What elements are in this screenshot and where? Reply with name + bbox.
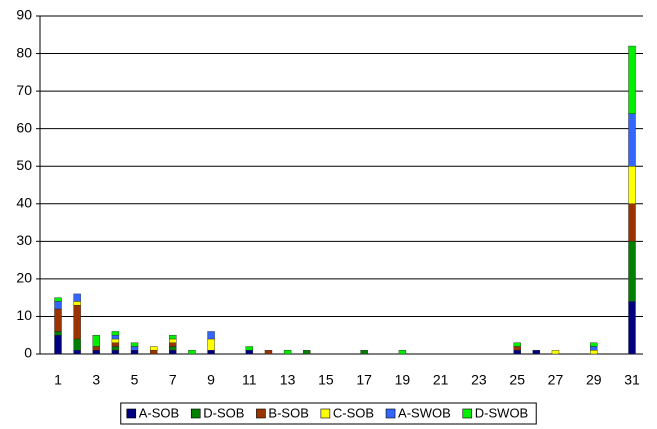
legend-swatch xyxy=(462,408,473,419)
bar-segment xyxy=(111,338,120,343)
bar-segment xyxy=(628,301,636,355)
bar-segment xyxy=(590,342,598,347)
bar-segment xyxy=(169,338,177,343)
x-tick-label: 3 xyxy=(92,372,100,388)
bar-segment xyxy=(92,350,100,355)
bar-segment xyxy=(92,346,100,351)
legend-label: D-SWOB xyxy=(475,405,528,420)
bar-segment xyxy=(54,297,62,302)
x-tick-label: 7 xyxy=(169,372,177,388)
bar-segment xyxy=(73,338,81,351)
bar-segment xyxy=(513,342,521,347)
legend-label: A-SOB xyxy=(139,405,179,420)
y-tick-label: 70 xyxy=(16,82,32,98)
bar-segment xyxy=(303,350,311,355)
bar-segment xyxy=(73,304,81,340)
x-tick-label: 23 xyxy=(471,372,487,388)
bar-segment xyxy=(111,331,120,336)
bar-segment xyxy=(169,346,177,351)
x-tick-label: 25 xyxy=(509,372,525,388)
legend-label: B-SOB xyxy=(268,405,308,420)
bar-segment xyxy=(188,350,196,355)
legend-swatch xyxy=(126,408,137,419)
y-tick-label: 90 xyxy=(16,7,32,23)
bar-segment xyxy=(590,346,598,351)
bar-segment xyxy=(628,113,636,167)
bar-segment xyxy=(54,308,62,332)
y-tick-label: 50 xyxy=(16,157,32,173)
x-tick-label: 13 xyxy=(280,372,296,388)
bar-segment xyxy=(207,338,215,351)
bar-segment xyxy=(54,331,62,336)
bar-segment xyxy=(149,346,158,351)
x-tick-label: 5 xyxy=(131,372,139,388)
bar-segment xyxy=(245,346,254,351)
x-tick-label: 9 xyxy=(207,372,215,388)
x-tick-label: 27 xyxy=(548,372,564,388)
x-tick-label: 29 xyxy=(586,372,602,388)
bar-segment xyxy=(283,350,292,355)
legend-swatch xyxy=(385,408,396,419)
legend-swatch xyxy=(256,408,266,419)
bar-segment xyxy=(73,293,81,302)
y-tick-label: 10 xyxy=(16,307,32,323)
x-tick-label: 17 xyxy=(356,372,372,388)
bar-segment xyxy=(149,350,158,355)
bar-segment xyxy=(590,350,598,355)
bar-segment xyxy=(130,350,139,355)
legend-label: D-SOB xyxy=(203,405,244,420)
legend-label: A-SWOB xyxy=(398,405,451,420)
x-tick-label: 15 xyxy=(318,372,334,388)
legend-swatch xyxy=(190,408,201,419)
x-tick-label: 1 xyxy=(54,372,62,388)
bar-segment xyxy=(73,350,81,355)
y-tick-label: 40 xyxy=(16,194,32,210)
legend: A-SOB D-SOB B-SOB C-SOB A-SWOB D-SWOB xyxy=(120,402,537,425)
x-tick-label: 21 xyxy=(433,372,449,388)
bar-segment xyxy=(169,350,177,355)
bar-segment xyxy=(532,350,541,355)
bar-segment xyxy=(628,45,636,114)
bar-segment xyxy=(360,350,368,355)
x-tick-label: 31 xyxy=(624,372,640,388)
bar-segment xyxy=(628,166,636,204)
bar-segment xyxy=(92,335,100,347)
bar-segment xyxy=(513,350,521,355)
y-tick-label: 60 xyxy=(16,119,32,135)
bar-segment xyxy=(551,350,560,355)
bar-segment xyxy=(54,301,62,310)
y-tick-label: 80 xyxy=(16,44,32,60)
bar-segment xyxy=(264,350,273,355)
x-tick-label: 11 xyxy=(242,372,257,388)
y-tick-label: 30 xyxy=(16,232,32,248)
bar-segment xyxy=(398,350,407,355)
legend-label: C-SOB xyxy=(333,405,374,420)
bar-segment xyxy=(207,350,215,355)
y-tick-label: 20 xyxy=(16,270,32,286)
bar-segment xyxy=(111,335,120,340)
bar-segment xyxy=(245,350,254,355)
bar-segment xyxy=(111,346,120,351)
bar-segment xyxy=(73,301,81,306)
x-tick-label: 19 xyxy=(395,372,411,388)
y-tick-label: 0 xyxy=(24,345,32,361)
bar-segment xyxy=(54,335,62,355)
bar-segment xyxy=(628,203,636,242)
bar-segment xyxy=(513,346,521,351)
bar-segment xyxy=(628,241,636,302)
bar-segment xyxy=(111,342,120,347)
bar-segment xyxy=(111,350,120,355)
bar-segment xyxy=(207,331,215,340)
bar-segment xyxy=(169,342,177,347)
legend-swatch xyxy=(320,408,331,419)
bar-segment xyxy=(169,335,177,340)
bar-segment xyxy=(130,342,139,347)
bar-segment xyxy=(130,346,139,351)
